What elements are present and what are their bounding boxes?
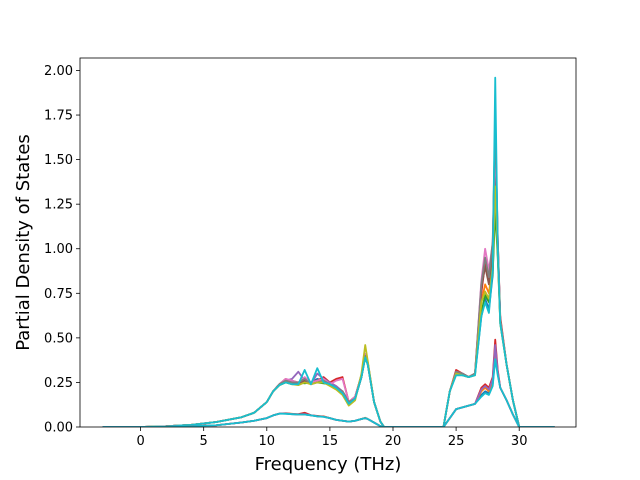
y-tick-label: 1.00 bbox=[44, 242, 73, 257]
x-axis: 0 5 10 15 20 25 30 bbox=[136, 427, 527, 449]
plot-frame bbox=[79, 57, 577, 428]
series-line-12 bbox=[102, 351, 555, 427]
x-axis-label: Frequency (THz) bbox=[255, 454, 402, 475]
x-tick-label: 10 bbox=[259, 434, 276, 449]
y-tick-label: 1.25 bbox=[44, 198, 73, 213]
x-tick-label: 0 bbox=[136, 434, 144, 449]
y-tick-label: 0.25 bbox=[44, 376, 73, 391]
x-tick-label: 30 bbox=[511, 434, 528, 449]
x-tick-label: 25 bbox=[448, 434, 465, 449]
x-tick-label: 15 bbox=[322, 434, 339, 449]
y-tick-label: 1.50 bbox=[44, 153, 73, 168]
y-tick-label: 2.00 bbox=[44, 64, 73, 79]
y-tick-label: 1.75 bbox=[44, 109, 73, 124]
y-tick-label: 0.75 bbox=[44, 287, 73, 302]
series-line-10 bbox=[102, 76, 555, 427]
y-axis: 0.00 0.25 0.50 0.75 1.00 1.25 1.50 1.75 2.00 bbox=[44, 64, 80, 436]
x-tick-label: 20 bbox=[385, 434, 402, 449]
y-tick-label: 0.00 bbox=[44, 421, 73, 436]
series-line-11 bbox=[102, 354, 555, 427]
series-line-15 bbox=[102, 358, 555, 427]
y-axis-label: Partial Density of States bbox=[13, 134, 34, 351]
y-tick-label: 0.50 bbox=[44, 331, 73, 346]
x-tick-label: 5 bbox=[200, 434, 208, 449]
series-layer bbox=[102, 76, 555, 427]
